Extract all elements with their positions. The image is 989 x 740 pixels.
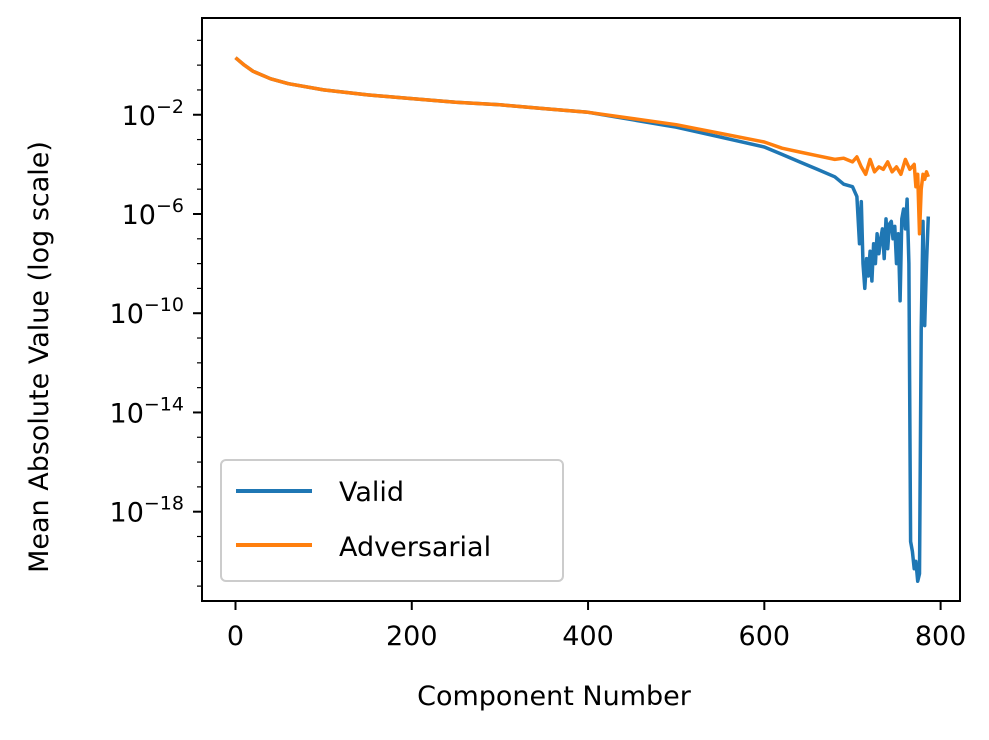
x-tick-label: 600 — [739, 621, 791, 652]
x-axis-label: Component Number — [417, 681, 692, 712]
y-tick-label: 10−14 — [110, 393, 184, 429]
y-axis-label: Mean Absolute Value (log scale) — [24, 141, 55, 573]
y-axis: 10−2 10−6 10−10 10−14 10−18 — [110, 39, 202, 587]
x-tick-label: 200 — [386, 621, 438, 652]
x-tick-label: 400 — [562, 621, 614, 652]
legend-label-adversarial: Adversarial — [339, 532, 491, 563]
x-axis: 0 200 400 600 800 — [227, 601, 966, 652]
legend: Valid Adversarial — [220, 459, 564, 582]
y-tick-label: 10−2 — [122, 96, 184, 132]
series-line-adversarial — [234, 56, 930, 236]
x-tick-label: 0 — [227, 621, 244, 652]
y-tick-label: 10−10 — [110, 294, 184, 330]
series-layer — [234, 56, 931, 583]
y-tick-label: 10−18 — [110, 493, 184, 529]
plot-frame — [201, 17, 961, 602]
legend-label-valid: Valid — [339, 477, 404, 508]
y-tick-label: 10−6 — [122, 195, 184, 231]
x-tick-label: 800 — [915, 621, 967, 652]
